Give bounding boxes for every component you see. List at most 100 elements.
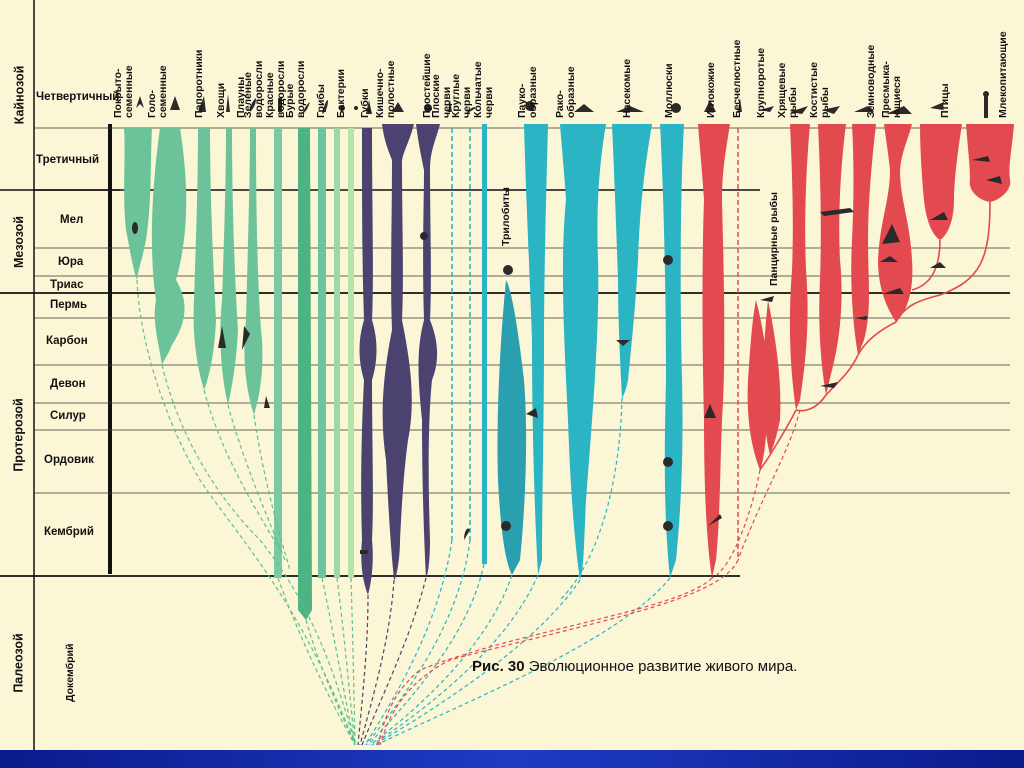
group-header: Голо-семенные [146,0,170,118]
group-header: Костистые рыбы [808,0,832,118]
group-header: Бесчелюстные [730,0,744,118]
fossil-icons [132,156,1002,554]
group-label: Земноводные [865,44,877,118]
group-label-line2: образные [565,66,577,118]
era-label: Протерозой [12,397,27,472]
group-header: Кишечно-полостные [374,0,398,118]
period-ordovician: Ордовик [44,454,94,466]
era-label: Мезозой [12,215,26,268]
invertebrate-icons [366,98,742,114]
group-label: Грибы [315,84,327,118]
branch-fungi [334,128,340,578]
organism-silhouettes [132,91,1002,554]
branch-amphibians [851,124,876,355]
group-label-line2: семенные [157,65,169,118]
group-label-line2: ющиеся [891,76,903,118]
period-quaternary: Четвертичный [36,91,120,103]
branch-red-algae [298,128,312,620]
plant-branches [124,128,356,746]
label-trilobites: Трилобиты [500,187,512,246]
group-label: Пауко-образные [516,66,539,118]
branch-coelenterates [382,124,414,580]
branch-bony-fish [818,124,846,395]
branch-protozoa [416,124,440,578]
era-proterozoic: Протерозой [4,293,34,576]
group-header: Иглокожие [704,0,718,118]
group-label-line1: Земноводные [865,44,877,118]
branch-horsetails [220,128,238,405]
branch-gymnosperms [151,128,187,365]
group-label: Кишечно-полостные [374,60,397,118]
group-label-line1: Хвощи [215,82,227,118]
group-header: Земноводные [864,0,878,118]
group-label: Бурые водоросли [284,61,307,118]
branch-armored-fish [747,300,769,470]
group-header: Насекомые [620,0,634,118]
group-label-line2: образные [527,66,539,118]
branch-birds [920,124,962,240]
group-label-line2: черви [483,86,495,118]
group-label-line1: Папоротники [193,49,205,118]
bottom-bar [0,750,1024,768]
figure-title: Эволюционное развитие живого мира. [528,658,798,675]
group-header: Бурые водоросли [284,0,308,118]
group-label: Кольчатые черви [472,61,495,118]
group-label: Крупноротые [755,48,767,118]
era-label: Кайнозой [12,65,27,125]
group-label: Иглокожие [705,62,717,118]
group-label-line1: Млекопитающие [997,31,1009,118]
period-cretaceous: Мел [60,214,84,226]
period-tertiary: Третичный [36,154,100,166]
branch-crustaceans [560,124,606,580]
group-label: Насекомые [621,58,633,118]
vertebrate-branches [377,124,1014,746]
era-cenozoic: Кайнозой [4,0,34,190]
group-label-line1: Бесчелюстные [731,39,743,118]
group-label: Голо-семенные [146,65,169,118]
group-label: Папоротники [193,49,205,118]
branch-green-algae [274,128,282,578]
branch-trilobites [497,280,527,575]
group-header: Рако-образные [554,0,578,118]
group-header: Пауко-образные [516,0,540,118]
group-header: Моллюски [662,0,676,118]
vertebrate-icons [760,91,989,118]
branch-lycopods [244,128,263,415]
group-label: Губки [359,88,371,118]
group-header: Млекопитающие [996,0,1010,118]
group-label: Моллюски [663,63,675,118]
group-label-line1: Моллюски [663,63,675,118]
period-triassic: Триас [50,279,84,291]
group-label-line1: Насекомые [621,58,633,118]
group-header: Кольчатые черви [472,0,496,118]
branch-arachnids [524,124,548,575]
group-label: Млекопитающие [997,31,1009,118]
group-label: Пресмыка-ющиеся [880,61,903,118]
group-label: Покрыто-семенные [112,65,135,118]
branch-insects [612,124,652,398]
invertebrate-dark-branches [357,124,440,746]
group-label: Рако-образные [554,66,577,118]
branch-reptiles [878,124,913,322]
plant-icons [136,94,358,114]
group-label-line2: полостные [385,60,397,118]
arthropod-branches [364,124,684,746]
era-mesozoic: Мезозой [4,190,34,293]
branch-bacteria [348,128,354,578]
group-header: Покрыто-семенные [112,0,136,118]
group-header: Губки [358,0,372,118]
branch-mollusks [660,124,684,578]
group-label-line1: Иглокожие [705,62,717,118]
branch-cartilaginous [789,124,810,410]
group-label-line1: Губки [359,88,371,118]
group-header: Грибы [314,0,328,118]
period-precambrian: Докембрий [64,643,76,702]
period-permian: Пермь [50,299,88,311]
group-header: Хвощи [214,0,228,118]
branch-brown-algae [318,128,326,578]
period-jurassic: Юра [58,256,84,268]
branch-mammals [966,124,1014,202]
group-label: Круглые черви [450,74,473,118]
group-header: Птицы [938,0,952,118]
